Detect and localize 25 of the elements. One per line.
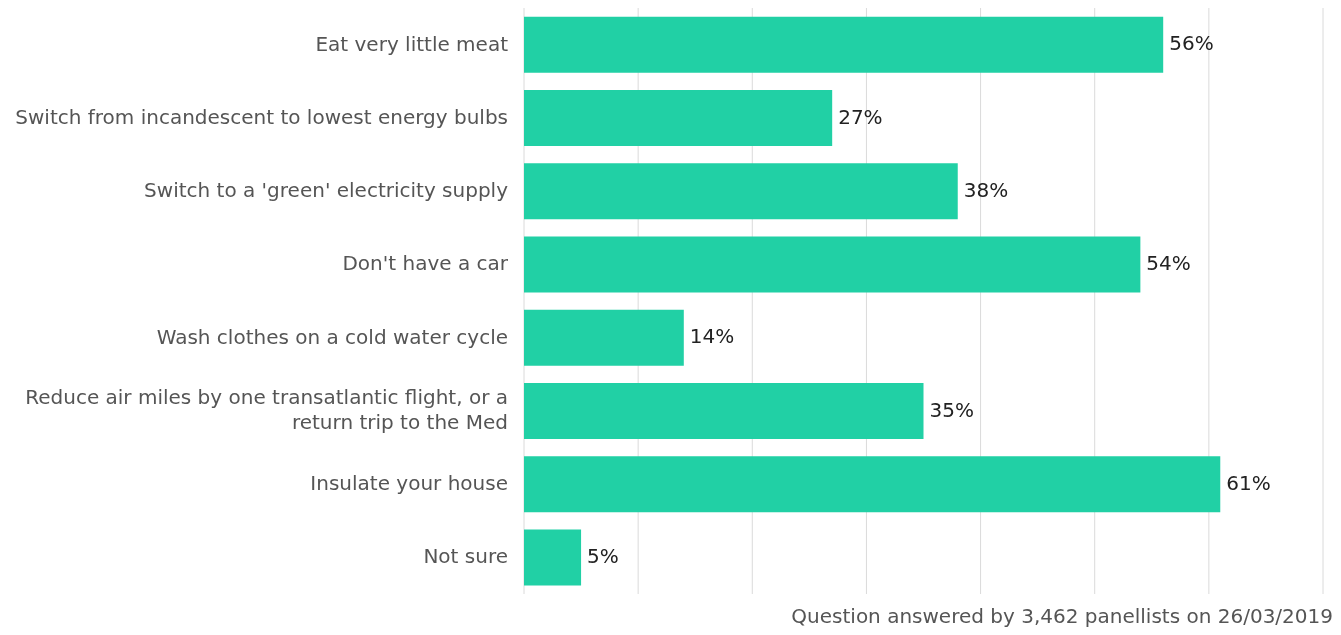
y-tick-label: Reduce air miles by one transatlantic flight, or a return trip to the Med [25,384,508,434]
data-label: 38% [963,177,1009,202]
bar [524,163,958,220]
y-tick-label: Eat very little meat [315,31,509,56]
y-tick-label: Wash clothes on a cold water cycle [156,324,508,349]
y-tick-label: Not sure [423,543,508,568]
data-label: 54% [1146,251,1191,276]
y-tick-label: Switch to a 'green' electricity supply [144,177,509,202]
data-label: 27% [838,104,883,129]
data-label: 5% [587,544,619,569]
data-label: 14% [689,324,735,349]
bar [524,456,1221,513]
bar [524,383,924,440]
y-tick-label: Insulate your house [310,470,508,495]
bar [524,236,1141,293]
bar [524,16,1164,73]
data-label: 56% [1169,31,1214,56]
y-tick-label: Switch from incandescent to lowest energy bulbs [15,104,508,129]
bar [524,529,582,586]
y-tick-label: Don't have a car [342,250,509,275]
data-label: 35% [929,397,974,422]
bar [524,309,684,366]
data-label: 61% [1226,470,1271,495]
text: Question answered by 3,462 panellists on 26/03/2019 [790,604,1333,628]
bar [524,90,833,147]
